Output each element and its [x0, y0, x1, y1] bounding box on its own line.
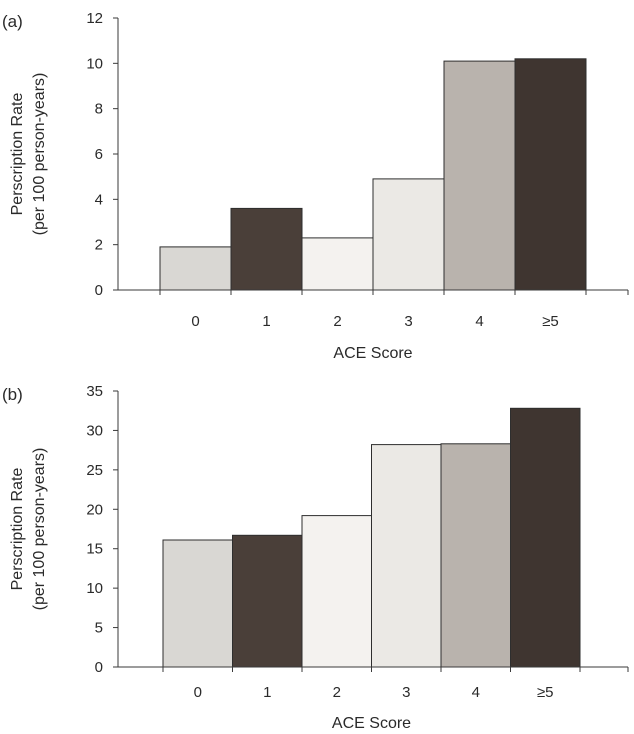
bar-ace-4	[443, 60, 516, 291]
bar-ace-4	[440, 443, 511, 668]
bar-ace-1	[232, 534, 303, 668]
x-category-label: 0	[191, 313, 199, 330]
y-tick-label: 5	[95, 620, 103, 637]
y-tick-label: 0	[95, 659, 103, 676]
y-tick-label: 0	[95, 282, 103, 299]
x-category-label: 3	[402, 684, 410, 701]
x-category-label: 4	[475, 313, 483, 330]
bar-ace-5plus	[510, 407, 581, 668]
x-category-label: 4	[472, 684, 480, 701]
y-tick-label: 4	[95, 191, 103, 208]
bar-ace-2	[301, 515, 372, 668]
y-axis-title-line: Perscription Rate	[9, 468, 26, 591]
x-category-label: 0	[194, 684, 202, 701]
x-category-label: 1	[263, 684, 271, 701]
panel-label: (a)	[2, 12, 23, 31]
bar-ace-3	[372, 178, 445, 291]
y-axis-title-line: (per 100 person-years)	[31, 448, 48, 611]
bar-ace-2	[301, 237, 374, 291]
y-tick-label: 10	[86, 55, 103, 72]
x-category-label: 1	[262, 313, 270, 330]
y-axis-title-line: (per 100 person-years)	[31, 73, 48, 236]
x-category-label: ≥5	[537, 684, 554, 701]
y-tick-label: 8	[95, 101, 103, 118]
x-category-label: 3	[404, 313, 412, 330]
y-axis-title-line: Perscription Rate	[9, 93, 26, 216]
y-tick-label: 12	[86, 10, 103, 27]
bar-ace-1	[230, 207, 303, 291]
bar-ace-0	[162, 539, 233, 668]
panel-label: (b)	[2, 385, 23, 404]
x-axis-title: ACE Score	[332, 715, 411, 732]
x-category-label: ≥5	[542, 313, 559, 330]
y-tick-label: 6	[95, 146, 103, 163]
y-tick-label: 30	[86, 422, 103, 439]
x-category-label: 2	[333, 313, 341, 330]
y-tick-label: 25	[86, 462, 103, 479]
x-category-label: 2	[333, 684, 341, 701]
y-tick-label: 10	[86, 580, 103, 597]
y-tick-label: 20	[86, 501, 103, 518]
bar-ace-3	[371, 444, 442, 668]
y-tick-label: 2	[95, 237, 103, 254]
y-tick-label: 35	[86, 383, 103, 400]
x-axis-title: ACE Score	[333, 345, 412, 362]
chart-panel-b: (b) 0 5 10 15 20 25 30 35 0 1 2 3 4 ≥5 ACE Score Perscri…	[2, 383, 629, 732]
bar-ace-5plus	[514, 58, 587, 291]
bar-ace-0	[159, 246, 232, 291]
y-tick-label: 15	[86, 541, 103, 558]
